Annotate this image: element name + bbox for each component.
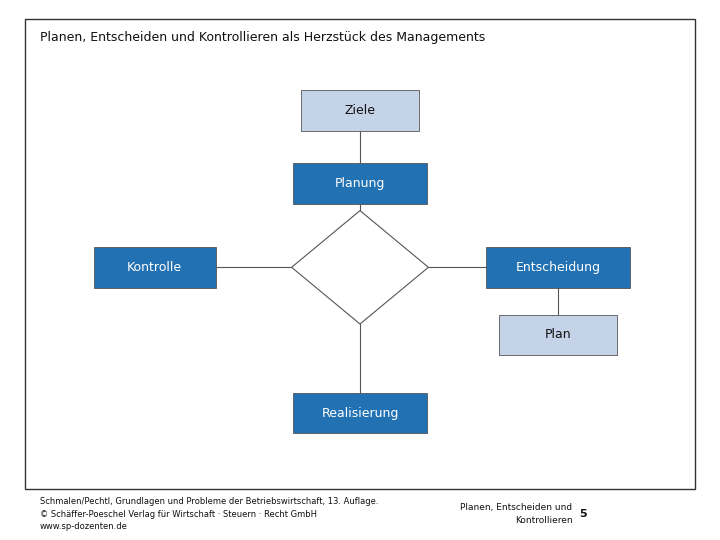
- Text: Plan: Plan: [545, 328, 571, 341]
- FancyBboxPatch shape: [301, 90, 419, 131]
- FancyBboxPatch shape: [94, 247, 216, 287]
- Text: Planen, Entscheiden und Kontrollieren als Herzstück des Managements: Planen, Entscheiden und Kontrollieren al…: [40, 31, 485, 44]
- Text: Schmalen/Pechtl, Grundlagen und Probleme der Betriebswirtschaft, 13. Auflage.
© : Schmalen/Pechtl, Grundlagen und Probleme…: [40, 497, 378, 531]
- FancyBboxPatch shape: [294, 163, 426, 204]
- FancyBboxPatch shape: [498, 314, 618, 355]
- Text: Planung: Planung: [335, 177, 385, 190]
- Text: Entscheidung: Entscheidung: [516, 261, 600, 274]
- Text: Planen, Entscheiden und
Kontrollieren: Planen, Entscheiden und Kontrollieren: [460, 503, 572, 525]
- Text: 5: 5: [580, 509, 588, 519]
- FancyBboxPatch shape: [294, 393, 426, 433]
- Text: Kontrolle: Kontrolle: [127, 261, 182, 274]
- FancyBboxPatch shape: [486, 247, 630, 287]
- Text: Ziele: Ziele: [344, 104, 376, 117]
- FancyBboxPatch shape: [25, 19, 695, 489]
- Text: Realisierung: Realisierung: [321, 407, 399, 420]
- Polygon shape: [292, 211, 428, 324]
